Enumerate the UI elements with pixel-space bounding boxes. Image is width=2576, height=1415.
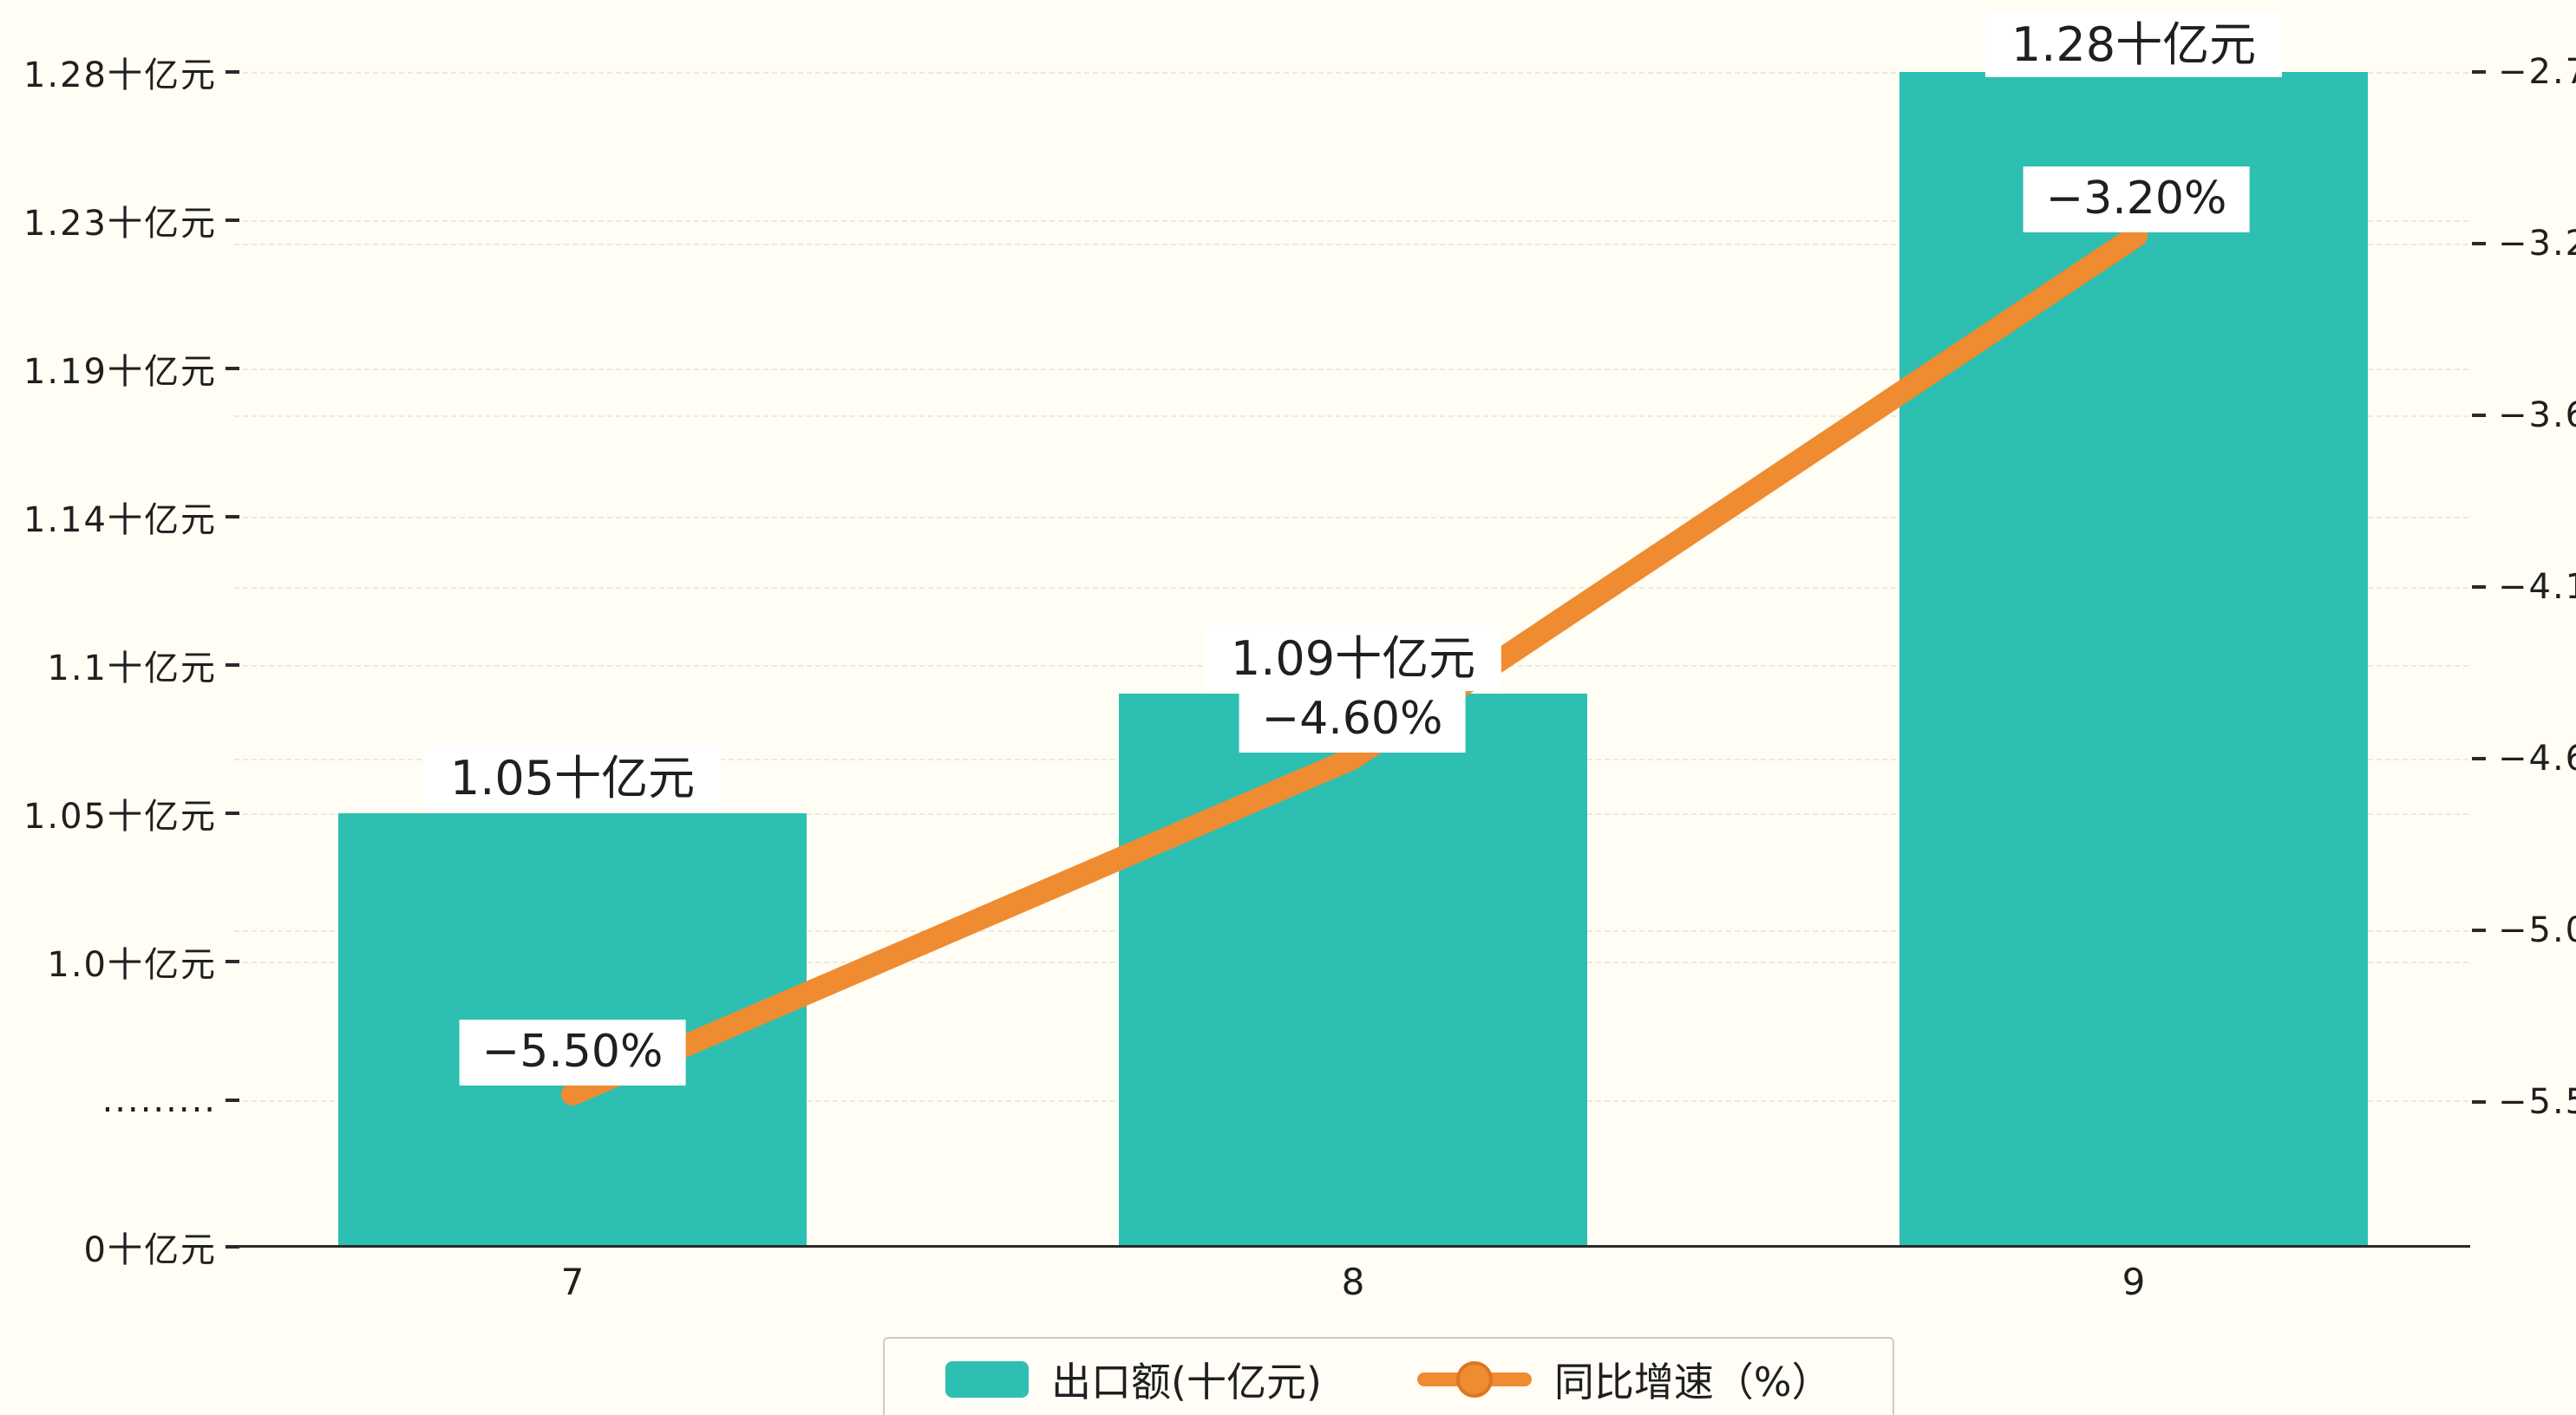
bar-value-label: 1.09十亿元 bbox=[1204, 626, 1502, 692]
legend-bar-swatch-icon bbox=[945, 1361, 1029, 1398]
gridline bbox=[234, 587, 2468, 589]
y-axis-left-tick-label: 1.14十亿元 bbox=[0, 492, 239, 542]
y-axis-right-tick-label: −2.76 bbox=[2472, 52, 2576, 92]
gridline bbox=[234, 244, 2468, 245]
line-value-label: −5.50% bbox=[459, 1020, 686, 1086]
bar-value-label: 1.05十亿元 bbox=[423, 746, 722, 812]
y-axis-right-tick-label: −4.60 bbox=[2472, 739, 2576, 779]
x-axis-label: 8 bbox=[1341, 1261, 1365, 1303]
y-axis-left-tick-label: 1.1十亿元 bbox=[0, 640, 239, 690]
y-axis-right-tick-label: −3.22 bbox=[2472, 224, 2576, 264]
y-axis-left-tick-label: 1.28十亿元 bbox=[0, 47, 239, 97]
legend-label: 出口额(十亿元) bbox=[1051, 1359, 1322, 1405]
x-axis-label: 7 bbox=[560, 1261, 585, 1303]
legend-item-exports: 出口额(十亿元) bbox=[945, 1351, 1322, 1408]
legend: 出口额(十亿元) 同比增速（%） bbox=[883, 1337, 1894, 1415]
legend-label: 同比增速（%） bbox=[1553, 1359, 1832, 1405]
legend-line-marker-icon bbox=[1416, 1361, 1532, 1398]
legend-item-growth: 同比增速（%） bbox=[1416, 1351, 1832, 1408]
y-axis-left-tick-label: 1.05十亿元 bbox=[0, 788, 239, 838]
y-axis-left-tick-label: 1.19十亿元 bbox=[0, 343, 239, 394]
gridline bbox=[234, 415, 2468, 417]
line-value-label: −3.20% bbox=[2023, 166, 2250, 232]
gridline bbox=[234, 72, 2468, 74]
y-axis-left-tick-label: 1.23十亿元 bbox=[0, 195, 239, 245]
y-axis-left-tick-label: 0十亿元 bbox=[0, 1222, 239, 1272]
y-axis-left-broken-axis-dots: ......... bbox=[0, 1080, 239, 1120]
bar-value-label: 1.28十亿元 bbox=[1984, 12, 2283, 78]
gridline bbox=[234, 368, 2468, 370]
bar-month-8 bbox=[1119, 694, 1587, 1247]
bar-month-9 bbox=[1899, 72, 2368, 1247]
y-axis-right-tick-label: −3.68 bbox=[2472, 395, 2576, 435]
x-axis-label: 9 bbox=[2122, 1261, 2146, 1303]
gridline bbox=[234, 220, 2468, 222]
line-value-label: −4.60% bbox=[1239, 687, 1466, 753]
x-axis-line bbox=[232, 1245, 2470, 1248]
y-axis-right-tick-label: −5.52 bbox=[2472, 1082, 2576, 1122]
gridline bbox=[234, 517, 2468, 518]
y-axis-right-tick-label: −4.14 bbox=[2472, 567, 2576, 607]
y-axis-left-tick-label: 1.0十亿元 bbox=[0, 936, 239, 987]
y-axis-right-tick-label: −5.06 bbox=[2472, 910, 2576, 950]
